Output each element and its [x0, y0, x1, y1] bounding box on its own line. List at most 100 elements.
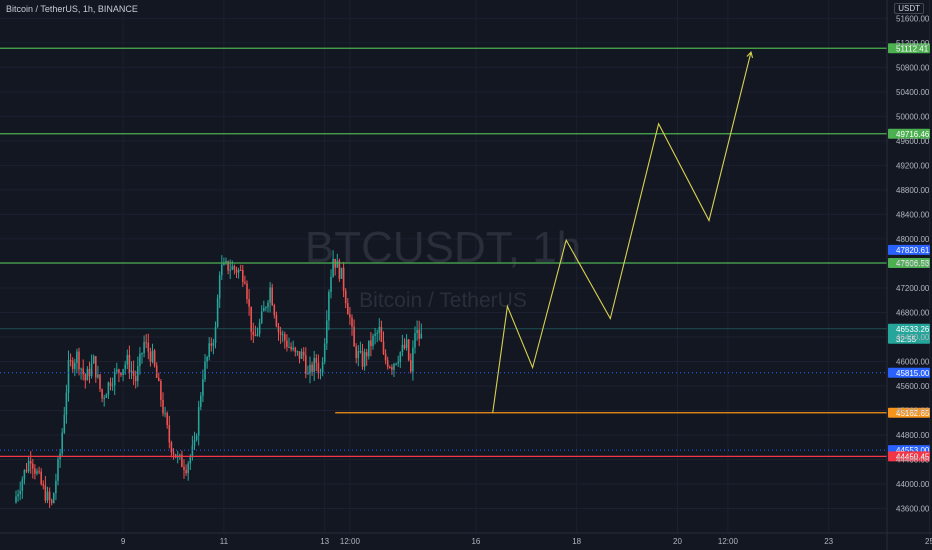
candle-body: [225, 261, 227, 263]
price-label-badge[interactable]: [888, 323, 930, 344]
price-tick-label: 51200.00: [896, 39, 930, 48]
candle-body: [23, 469, 26, 480]
candle-body: [313, 358, 315, 372]
candle-body: [143, 342, 145, 354]
candle-body: [317, 362, 320, 373]
candle-body: [290, 346, 292, 350]
candle-body: [239, 269, 242, 271]
candle-body: [46, 491, 49, 501]
candle-body: [19, 490, 21, 495]
candle-body: [15, 496, 17, 503]
price-label-text[interactable]: 44450.45: [896, 452, 930, 461]
price-label-text[interactable]: 46533.26: [896, 325, 930, 334]
candle-body: [410, 360, 412, 372]
candle-body: [374, 333, 376, 336]
price-tick-label: 49200.00: [896, 161, 930, 170]
candle-body: [166, 413, 168, 426]
price-label-badge[interactable]: [888, 451, 930, 462]
candle-body: [181, 454, 183, 467]
candle-body: [263, 308, 265, 312]
candle-body: [246, 283, 248, 300]
candle-body: [38, 471, 40, 473]
candle-body: [120, 372, 122, 375]
price-label-badge[interactable]: [888, 258, 930, 269]
candle-body: [399, 352, 402, 362]
price-tick-label: 46800.00: [896, 308, 930, 317]
projection-polyline[interactable]: [492, 51, 752, 413]
candle-body: [29, 460, 32, 464]
price-axis[interactable]: 43600.00 44000.00 44400.00 44800.00 45200.00…: [886, 0, 930, 550]
candle-body: [218, 275, 221, 299]
price-label-text[interactable]: 51112.41: [896, 44, 929, 53]
candle-body: [307, 373, 309, 375]
candle-body: [405, 339, 408, 349]
candle-body: [95, 356, 97, 378]
candle-body: [162, 399, 164, 414]
candle-body: [111, 385, 114, 387]
price-label-badge[interactable]: [888, 43, 930, 54]
watermark-name: Bitcoin / TetherUS: [359, 289, 527, 312]
candle-body: [185, 470, 187, 474]
candle-body: [202, 379, 204, 396]
candle-body: [78, 351, 80, 370]
candle-body: [65, 392, 68, 415]
price-label-text[interactable]: 47820.61: [896, 246, 930, 255]
countdown-label-text[interactable]: 32:55: [896, 335, 917, 344]
candle-body: [118, 369, 120, 373]
candle-body: [254, 335, 257, 337]
symbol-title[interactable]: Bitcoin / TetherUS, 1h, BINANCE: [6, 4, 138, 14]
candle-body: [200, 395, 202, 407]
time-tick-label: 9: [121, 537, 126, 546]
price-label-text[interactable]: 45162.65: [896, 409, 930, 418]
price-label-text[interactable]: 44553.00: [896, 446, 930, 455]
price-label-badge[interactable]: [888, 244, 930, 255]
candle-body: [281, 334, 284, 336]
candle-body: [298, 351, 301, 359]
price-tick-label: 46400.00: [896, 333, 930, 342]
candle-body: [277, 326, 280, 333]
candle-body: [311, 364, 313, 372]
candle-body: [359, 350, 362, 352]
candle-body: [321, 361, 324, 373]
projection-arrowhead[interactable]: [746, 50, 754, 59]
price-label-badge[interactable]: [888, 407, 930, 418]
price-label-badge[interactable]: [888, 367, 930, 378]
candle-body: [361, 350, 364, 367]
candle-body: [67, 360, 70, 393]
candle-body: [82, 368, 84, 375]
horizontal-levels[interactable]: 51112.41 49716.46 47820.61 47606.53 46533.26…: [0, 43, 930, 462]
candle-body: [147, 342, 150, 352]
candle-body: [380, 326, 383, 342]
candle-body: [210, 343, 213, 346]
watermark: BTCUSDT, 1h Bitcoin / TetherUS: [305, 223, 581, 312]
candle-body: [273, 305, 276, 316]
candle-body: [44, 485, 47, 501]
price-label-badge[interactable]: [888, 128, 930, 139]
candle-body: [328, 291, 330, 321]
candle-body: [229, 269, 231, 271]
candle-body: [284, 334, 286, 341]
candle-body: [221, 264, 223, 276]
price-tick-label: 49600.00: [896, 137, 930, 146]
candle-body: [204, 361, 206, 380]
candle-body: [40, 471, 42, 485]
currency-badge[interactable]: USDT: [894, 3, 924, 14]
candle-body: [384, 353, 387, 361]
candle-body: [294, 347, 297, 352]
projection-path[interactable]: [492, 50, 754, 413]
candle-body: [401, 344, 404, 353]
candle-body: [349, 314, 351, 318]
candle-body: [418, 329, 420, 339]
price-label-text[interactable]: 45815.00: [896, 369, 930, 378]
candle-body: [97, 374, 99, 378]
candle-body: [286, 340, 288, 347]
candle-body: [103, 397, 105, 399]
price-label-text[interactable]: 47606.53: [896, 259, 930, 268]
candle-body: [231, 266, 234, 270]
candle-body: [250, 306, 252, 332]
candle-body: [269, 287, 271, 303]
candle-body: [92, 356, 95, 364]
price-label-text[interactable]: 49716.46: [896, 130, 930, 139]
